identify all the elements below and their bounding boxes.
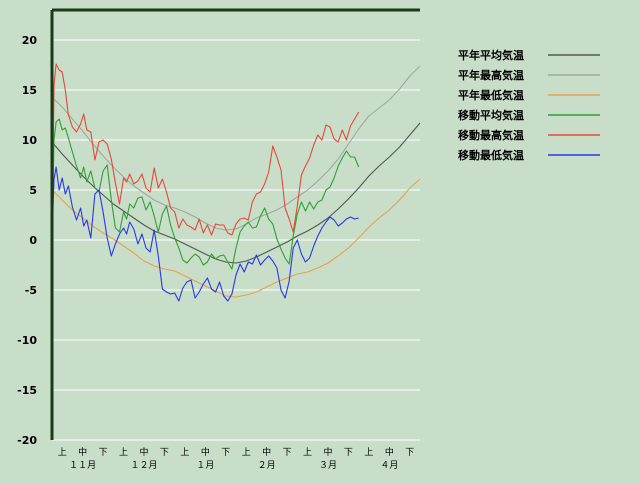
y-tick-label: 5	[29, 184, 37, 197]
month-label: １１月	[69, 460, 96, 471]
x-tick-label: 上	[242, 447, 251, 458]
x-tick-label: 上	[180, 447, 189, 458]
month-label: ４月	[380, 460, 398, 471]
series-line-4	[51, 118, 360, 270]
series-line-6	[51, 166, 359, 302]
y-tick-label: 20	[22, 34, 38, 47]
x-tick-label: 下	[283, 448, 292, 458]
y-axis: 20 15 10 5 0 -5 -10 -15 -20	[17, 34, 37, 447]
legend-label: 平年最高気温	[458, 68, 524, 82]
x-tick-label: 中	[385, 446, 394, 458]
y-tick-label: -20	[17, 434, 37, 447]
month-label: ３月	[319, 460, 337, 471]
plot-frame	[50, 8, 420, 440]
month-label: １月	[196, 460, 214, 471]
x-tick-label: 中	[262, 446, 271, 458]
x-tick-label: 中	[323, 446, 332, 458]
x-tick-label: 上	[303, 447, 312, 458]
x-tick-label: 上	[364, 447, 373, 458]
x-tick-label: 中	[139, 446, 148, 458]
x-tick-label: 上	[119, 447, 128, 458]
y-tick-label: -10	[17, 334, 37, 347]
x-tick-label: 下	[160, 448, 169, 458]
series-line-5	[51, 63, 360, 241]
legend-label: 移動最高気温	[458, 128, 524, 142]
x-tick-label: 中	[201, 446, 210, 458]
grid	[52, 39, 420, 441]
x-tick-label: 下	[221, 448, 230, 458]
y-tick-label: -15	[17, 384, 37, 397]
y-tick-label: -5	[25, 284, 37, 297]
legend-label: 移動平均気温	[458, 108, 524, 122]
month-label: １２月	[130, 460, 157, 471]
x-tick-label: 下	[99, 448, 108, 458]
y-tick-label: 15	[22, 84, 37, 97]
x-tick-label: 上	[58, 447, 67, 458]
series-lines	[51, 63, 421, 302]
y-tick-label: 10	[22, 134, 38, 147]
x-tick-label: 下	[405, 448, 414, 458]
series-line-3	[51, 178, 421, 298]
legend-label: 移動最低気温	[458, 148, 524, 162]
series-line-2	[51, 65, 421, 231]
legend-label: 平年平均気温	[458, 48, 524, 62]
x-axis: 上中下上中下上中下上中下上中下上中下１１月 １２月 １月 ２月 ３月 ４月	[58, 446, 415, 471]
x-tick-label: 下	[344, 448, 353, 458]
month-label: ２月	[258, 460, 276, 471]
legend-label: 平年最低気温	[458, 88, 524, 102]
series-line-1	[51, 122, 421, 264]
x-tick-label: 中	[78, 446, 87, 458]
y-tick-label: 0	[29, 234, 37, 247]
